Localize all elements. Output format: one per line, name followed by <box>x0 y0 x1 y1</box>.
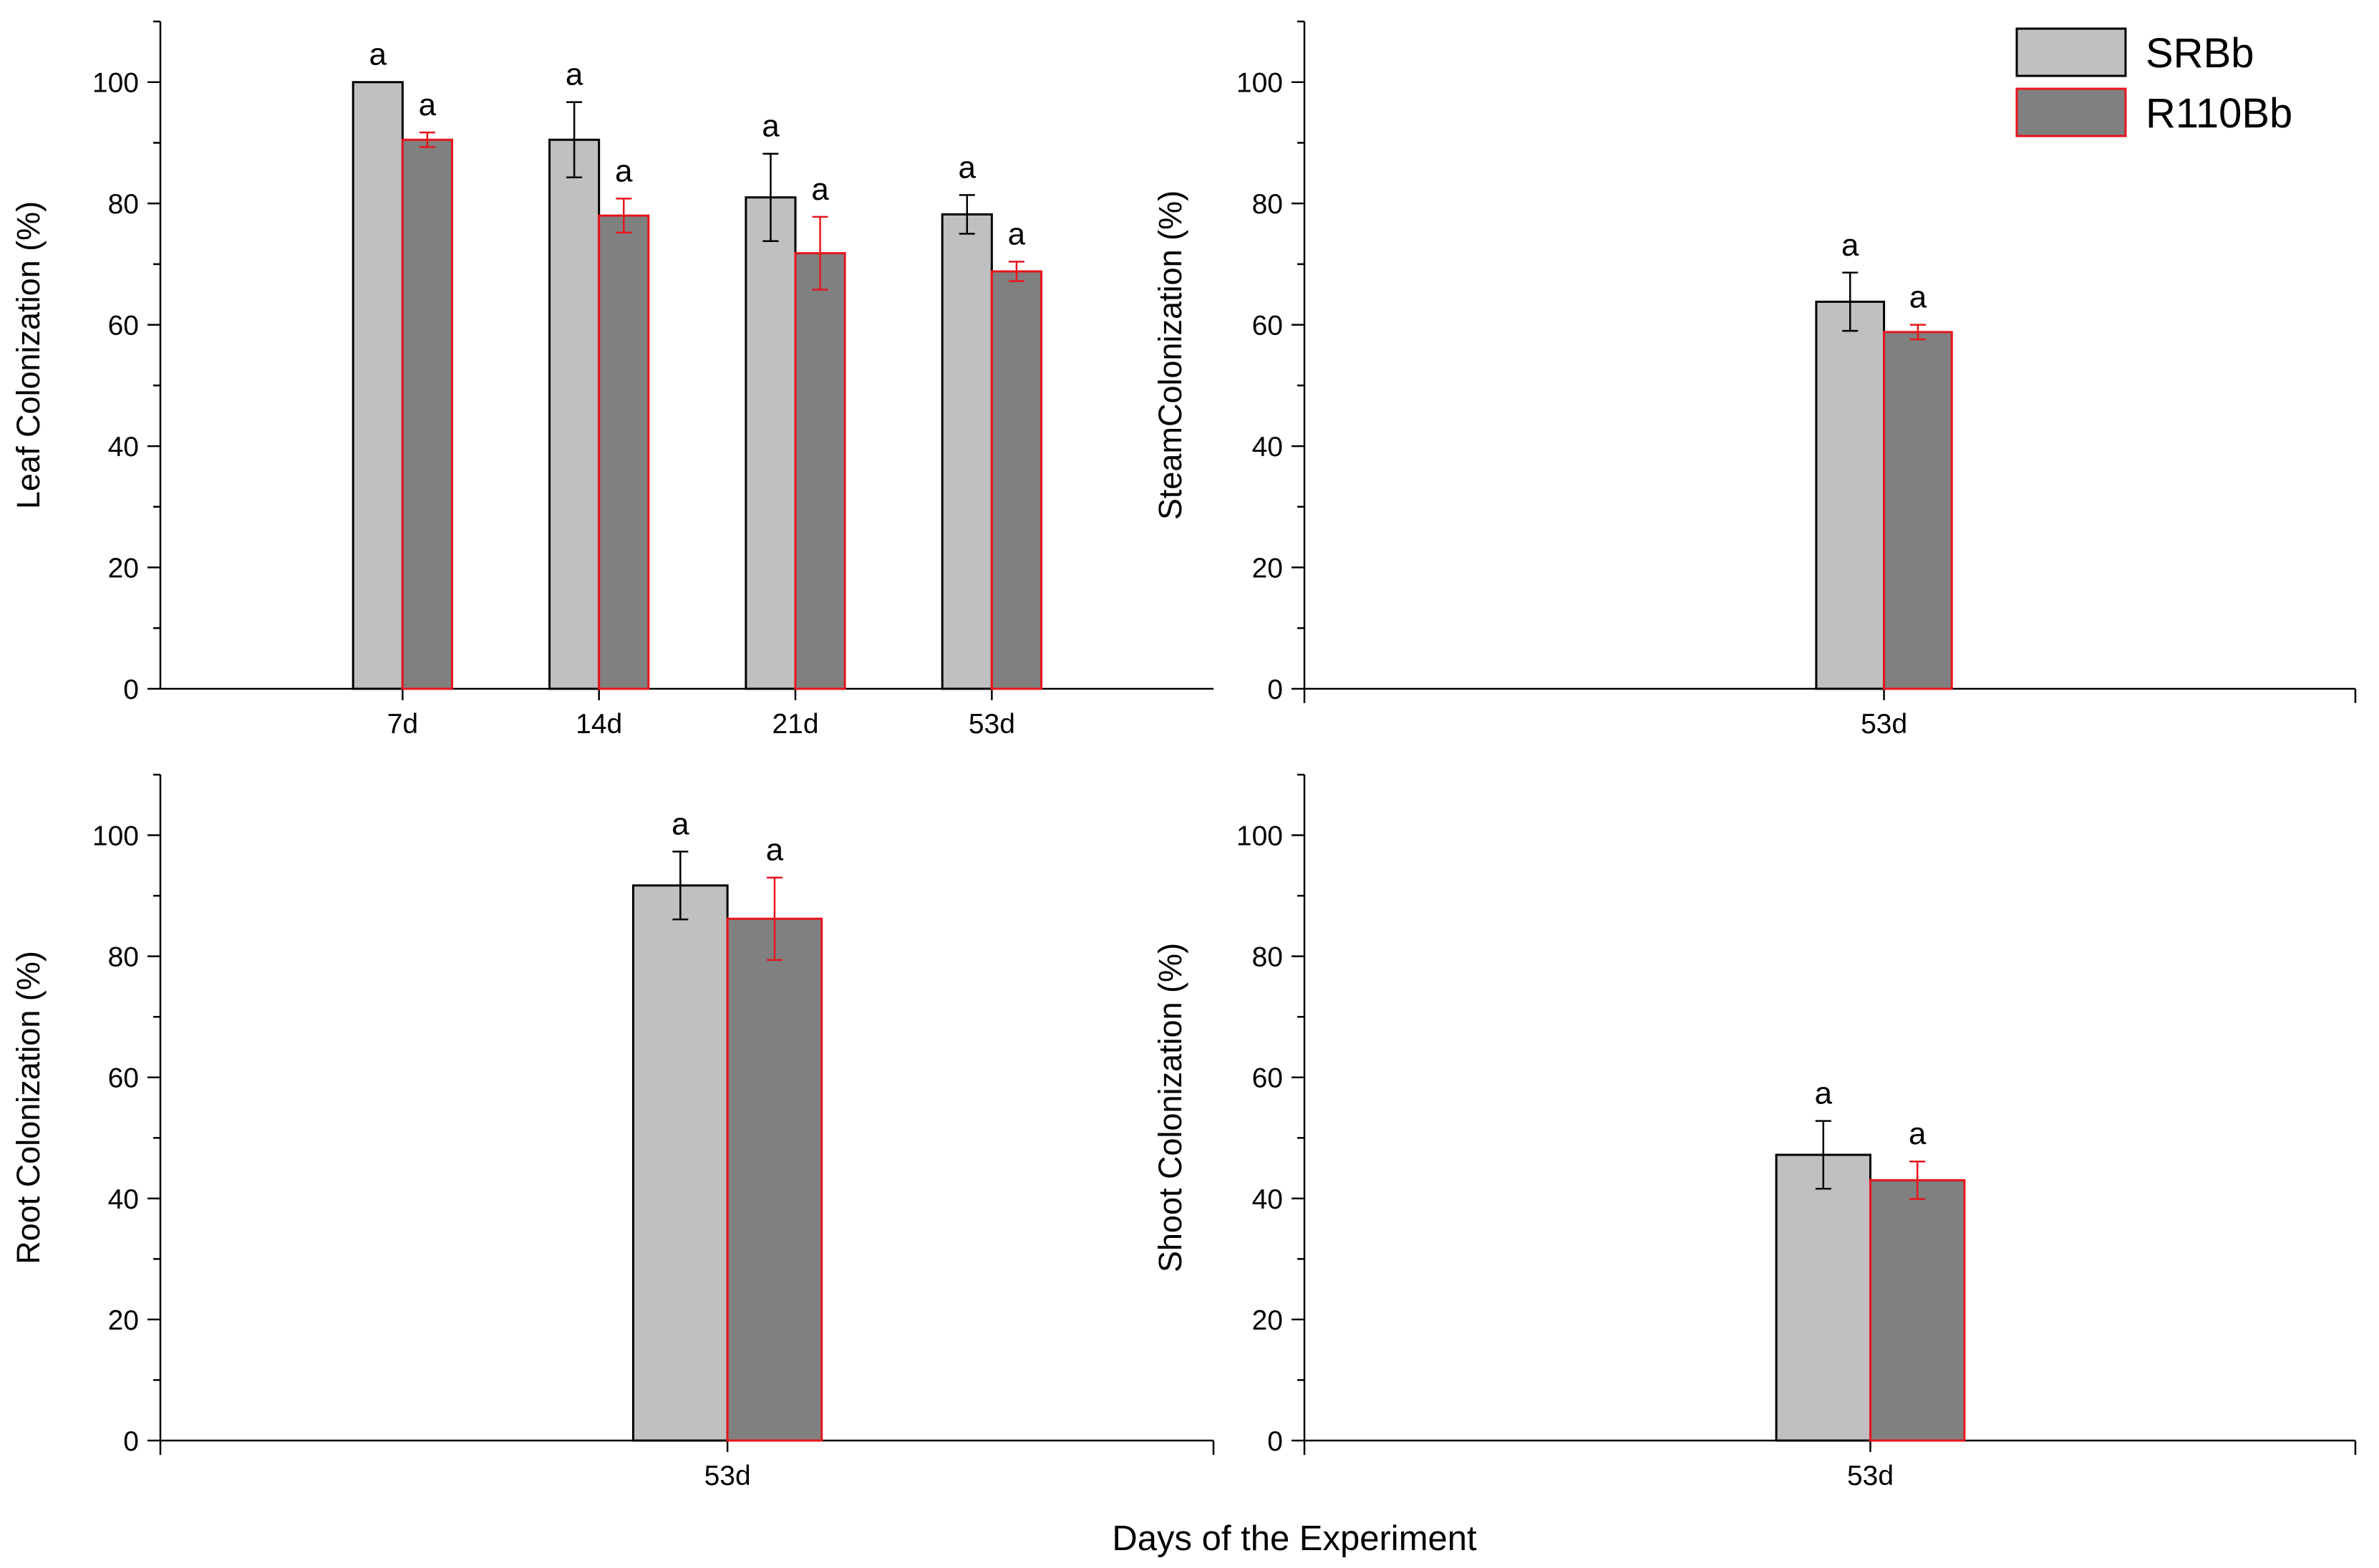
y-tick-label: 80 <box>108 189 139 220</box>
significance-label: a <box>369 37 387 72</box>
bar-r110bb <box>1883 331 1953 690</box>
bar-srbb <box>548 138 601 690</box>
significance-label: a <box>566 57 583 92</box>
y-tick-label: 0 <box>1267 1426 1283 1457</box>
legend-label-srbb: SRBb <box>2146 30 2254 77</box>
y-tick-label: 80 <box>1252 189 1283 220</box>
bar-srbb <box>352 81 404 690</box>
y-tick-label: 80 <box>108 942 139 973</box>
y-tick-label: 0 <box>123 1426 139 1457</box>
legend-label-r110bb: R110Bb <box>2146 90 2292 137</box>
y-axis-title: SteamColonization (%) <box>1152 190 1188 520</box>
significance-label: a <box>1841 228 1859 263</box>
bar-r110bb <box>1869 1179 1966 1442</box>
x-tick-label: 53d <box>704 1461 751 1491</box>
y-tick-label: 40 <box>108 432 139 463</box>
significance-label: a <box>672 806 689 841</box>
x-tick-label: 14d <box>576 709 622 740</box>
legend-swatch-srbb <box>2015 27 2127 77</box>
significance-label: a <box>419 87 437 122</box>
significance-label: a <box>1008 217 1026 252</box>
y-tick-label: 100 <box>92 821 139 852</box>
y-tick-label: 20 <box>108 1305 139 1336</box>
x-tick-label: 7d <box>387 709 418 740</box>
y-tick-label: 0 <box>123 674 139 705</box>
bar-r110bb <box>401 138 453 690</box>
y-tick-label: 20 <box>1252 1305 1283 1336</box>
bar-r110bb <box>726 917 823 1442</box>
y-tick-label: 60 <box>108 1063 139 1094</box>
y-tick-label: 100 <box>1236 68 1283 99</box>
panel-shoot-colonization: 0 20 40 60 80 100 Shoot Colonization (%) 53d a a <box>1152 773 2357 1491</box>
y-tick-label: 20 <box>1252 553 1283 584</box>
y-tick-label: 0 <box>1267 674 1283 705</box>
x-tick-label: 53d <box>1847 1461 1894 1491</box>
significance-label: a <box>959 150 977 185</box>
significance-label: a <box>1815 1076 1833 1111</box>
y-tick-label: 40 <box>1252 432 1283 463</box>
bar-srbb <box>631 884 729 1442</box>
significance-label: a <box>811 172 829 207</box>
bar-r110bb <box>794 252 846 690</box>
y-tick-label: 40 <box>108 1184 139 1215</box>
global-x-axis-title: Days of the Experiment <box>1112 1519 1477 1558</box>
y-tick-label: 20 <box>108 553 139 584</box>
y-tick-label: 100 <box>1236 821 1283 852</box>
y-axis-title: Shoot Colonization (%) <box>1152 943 1188 1272</box>
legend: SRBb R110Bb <box>2015 27 2292 137</box>
y-tick-label: 40 <box>1252 1184 1283 1215</box>
y-tick-label: 60 <box>1252 1063 1283 1094</box>
y-axis-title: Root Colonization (%) <box>10 951 47 1264</box>
significance-label: a <box>1909 280 1927 315</box>
y-tick-label: 100 <box>92 68 139 99</box>
panel-root-colonization: 0 20 40 60 80 100 Root Colonization (%) 53d a a <box>10 773 1215 1491</box>
bar-srbb <box>1815 300 1886 690</box>
bar-srbb <box>941 213 993 690</box>
bar-srbb <box>745 196 797 690</box>
bar-r110bb <box>990 270 1042 690</box>
y-tick-label: 60 <box>108 311 139 342</box>
significance-label: a <box>762 109 780 144</box>
x-tick-label: 53d <box>969 709 1015 740</box>
x-tick-label: 53d <box>1861 709 1907 740</box>
bar-r110bb <box>598 214 650 690</box>
panel-steam-colonization: 0 20 40 60 80 100 SteamColonization (%) 53d a a <box>1152 20 2357 740</box>
x-tick-label: 21d <box>772 709 818 740</box>
significance-label: a <box>766 833 784 868</box>
y-tick-label: 60 <box>1252 311 1283 342</box>
y-tick-label: 80 <box>1252 942 1283 973</box>
bar-srbb <box>1775 1153 1872 1442</box>
legend-swatch-r110bb <box>2015 87 2127 137</box>
significance-label: a <box>1909 1116 1927 1151</box>
significance-label: a <box>615 153 633 188</box>
y-axis-title: Leaf Colonization (%) <box>10 201 47 509</box>
